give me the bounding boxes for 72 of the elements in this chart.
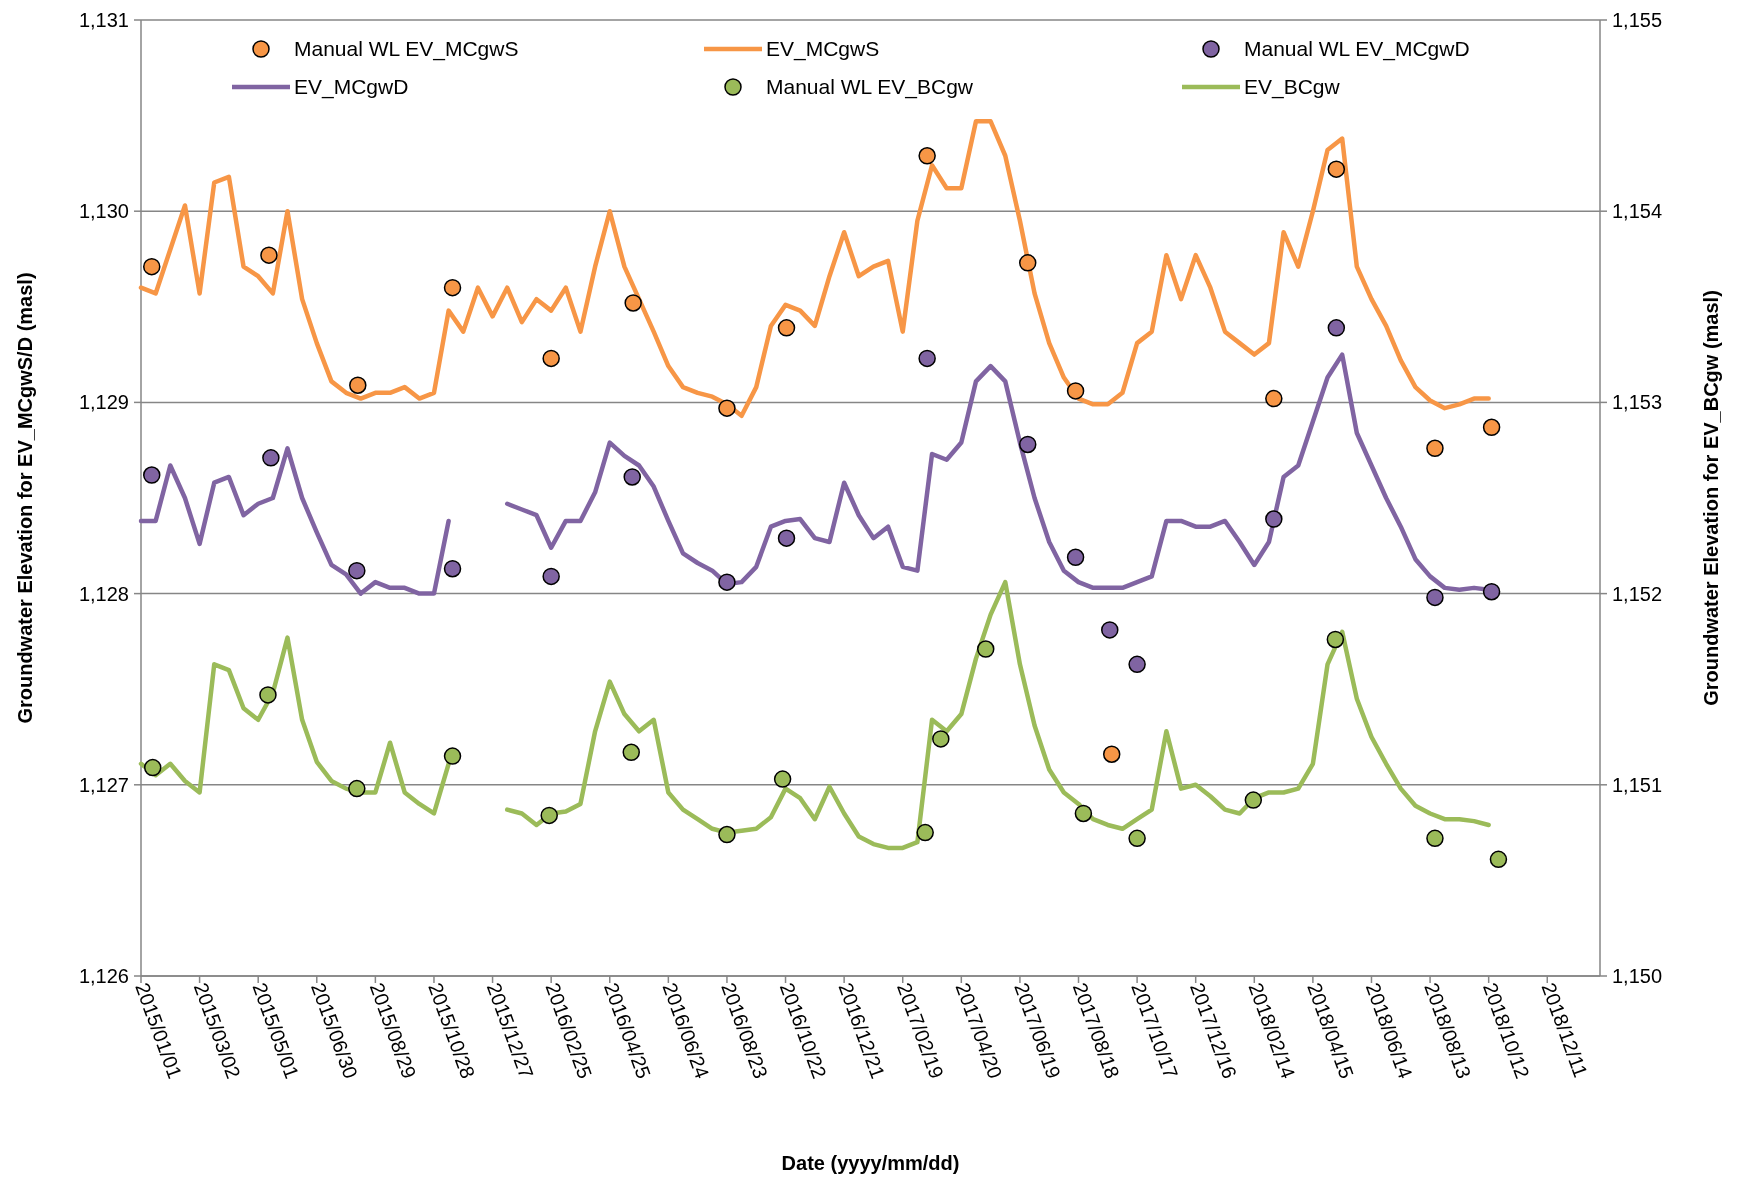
- point: [623, 468, 641, 486]
- point: [1265, 389, 1283, 408]
- point: [260, 246, 278, 264]
- point: [1489, 850, 1508, 869]
- y2-tick-label: 1,154: [1612, 200, 1663, 223]
- point: [349, 376, 367, 394]
- point: [1102, 745, 1121, 763]
- y2-axis-title: Groundwater Elevation for EV_BCgw (masl): [1700, 290, 1722, 706]
- point: [1066, 548, 1085, 567]
- legend-label: Manual WL EV_BCgw: [766, 75, 974, 100]
- point: [1101, 621, 1119, 639]
- point: [542, 349, 560, 368]
- point: [1265, 510, 1283, 528]
- point: [142, 257, 161, 276]
- y-tick-label: 1,130: [78, 200, 129, 223]
- y2-tick-label: 1,155: [1612, 9, 1663, 31]
- point: [1128, 829, 1146, 848]
- point: [443, 747, 462, 765]
- point: [142, 466, 161, 484]
- y2-tick-label: 1,152: [1612, 582, 1663, 605]
- point: [718, 573, 736, 591]
- line-series: [138, 119, 1491, 419]
- point: [718, 825, 736, 844]
- point: [540, 806, 558, 825]
- point: [622, 743, 640, 762]
- point: [262, 449, 280, 467]
- point: [1066, 382, 1085, 400]
- y-tick-label: 1,131: [78, 9, 129, 31]
- legend-label: Manual WL EV_MCgwS: [294, 37, 519, 62]
- point: [1426, 588, 1444, 607]
- legend-label: EV_BCgw: [1244, 75, 1341, 100]
- point: [443, 559, 462, 578]
- point: [976, 640, 995, 658]
- y-tick-label: 1,126: [78, 965, 129, 987]
- y2-tick-label: 1,153: [1612, 391, 1663, 414]
- y-axis-title: Groundwater Elevation for EV_MCgwS/D (masl): [14, 272, 36, 724]
- point: [1426, 829, 1444, 848]
- point: [1244, 791, 1263, 809]
- point: [259, 686, 277, 704]
- point: [718, 399, 736, 417]
- y-tick-label: 1,127: [78, 773, 129, 796]
- point: [932, 730, 950, 748]
- legend-label: EV_MCgwD: [294, 75, 409, 100]
- point: [1327, 160, 1346, 178]
- point: [916, 823, 934, 842]
- point: [1327, 319, 1346, 337]
- point: [542, 567, 560, 586]
- point: [1018, 435, 1037, 454]
- point: [1074, 804, 1093, 823]
- point: [1018, 254, 1037, 272]
- x-axis-title: Date (yyyy/mm/dd): [781, 1152, 960, 1174]
- y-tick-label: 1,129: [78, 391, 129, 414]
- point: [348, 561, 366, 580]
- point: [918, 349, 936, 368]
- legend-label: EV_MCgwS: [766, 37, 880, 62]
- point: [777, 529, 796, 547]
- point: [1326, 630, 1345, 649]
- point: [348, 779, 366, 798]
- point: [1426, 439, 1444, 458]
- point: [143, 758, 162, 777]
- y2-tick-label: 1,150: [1612, 965, 1663, 987]
- point: [1482, 582, 1501, 601]
- point: [1128, 655, 1146, 674]
- point: [777, 319, 796, 337]
- point: [773, 770, 792, 788]
- point: [1482, 418, 1501, 437]
- legend-label: Manual WL EV_MCgwD: [1244, 37, 1470, 62]
- point: [918, 147, 936, 165]
- y-tick-label: 1,128: [78, 582, 129, 605]
- point: [624, 294, 642, 312]
- y2-tick-label: 1,151: [1612, 773, 1663, 796]
- point: [443, 278, 462, 297]
